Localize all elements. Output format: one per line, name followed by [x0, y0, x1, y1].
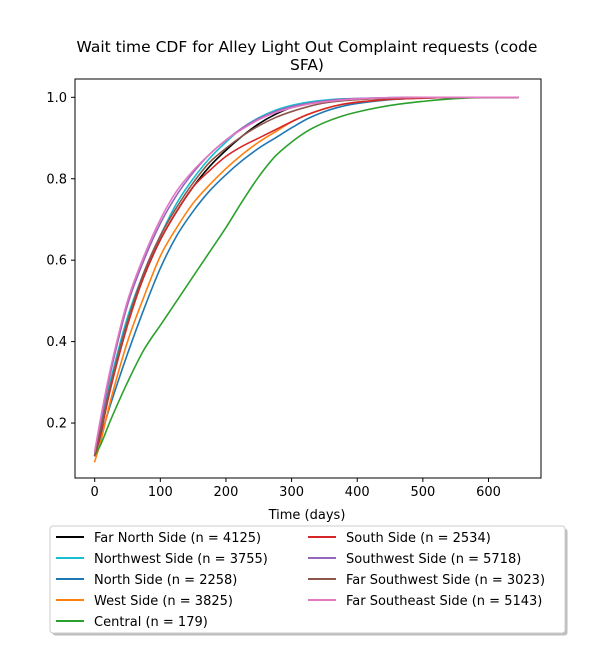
y-tick-label: 0.2	[46, 417, 67, 432]
chart-title-line-2: SFA)	[290, 56, 324, 74]
y-tick-label: 0.6	[46, 254, 67, 269]
legend-label-7: Southwest Side (n = 5718)	[346, 552, 521, 567]
x-axis-label: Time (days)	[268, 508, 346, 523]
y-tick-label: 0.4	[46, 335, 67, 350]
legend-box	[49, 525, 566, 634]
legend-label-6: South Side (n = 2534)	[346, 531, 491, 546]
x-tick-label: 0	[91, 485, 99, 500]
x-tick-label: 400	[345, 485, 370, 500]
x-tick-label: 200	[214, 485, 239, 500]
x-tick-label: 500	[410, 485, 435, 500]
legend: Far North Side (n = 4125) Northwest Side …	[49, 525, 568, 636]
legend-label-1: Far North Side (n = 4125)	[94, 531, 261, 546]
legend-label-9: Far Southeast Side (n = 5143)	[346, 594, 542, 609]
x-tick-label: 100	[148, 485, 173, 500]
legend-label-4: West Side (n = 3825)	[94, 594, 233, 609]
y-tick-label: 0.8	[46, 172, 67, 187]
series-line-9	[93, 96, 519, 453]
series-line-6	[93, 96, 519, 457]
x-tick-label: 600	[476, 485, 501, 500]
chart-title-line-1: Wait time CDF for Alley Light Out Compla…	[77, 38, 538, 56]
legend-label-8: Far Southwest Side (n = 3023)	[346, 573, 545, 588]
series-line-5	[93, 96, 519, 457]
y-tick-label: 1.0	[46, 91, 67, 106]
legend-label-2: Northwest Side (n = 3755)	[94, 552, 268, 567]
legend-label-3: North Side (n = 2258)	[94, 573, 237, 588]
plot-frame	[74, 78, 542, 479]
x-tick-label: 300	[279, 485, 304, 500]
plot-area: 0 100 200 300 400 500 600 0.2 0.4 0.6 0.8 1.0	[46, 78, 542, 500]
legend-label-5: Central (n = 179)	[94, 615, 208, 630]
